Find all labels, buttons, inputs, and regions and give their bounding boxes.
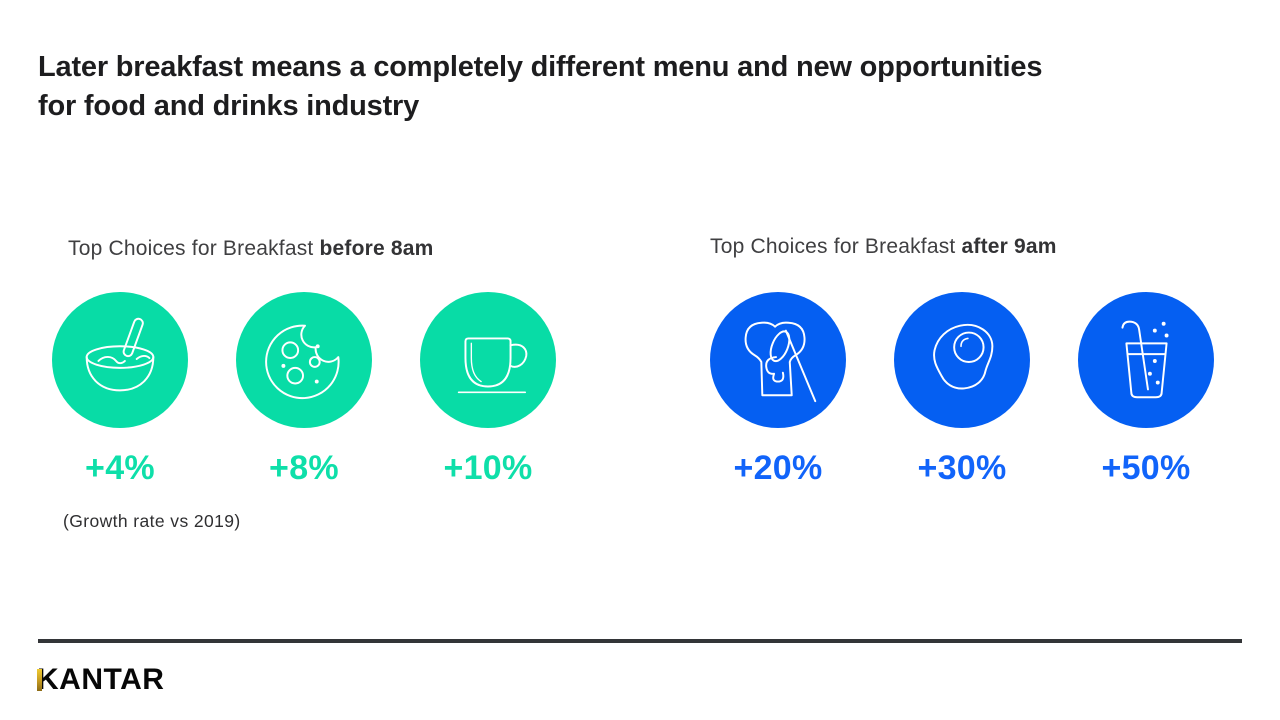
growth-value-drink: +50%	[1101, 449, 1191, 487]
cookie-circle	[236, 292, 372, 428]
heading-before-bold: before 8am	[319, 237, 434, 260]
kantar-logo-text: KANTAR	[37, 663, 165, 696]
drink-circle	[1078, 292, 1214, 428]
cookie-icon	[265, 324, 340, 400]
growth-rate-caption: (Growth rate vs 2019)	[63, 511, 241, 531]
growth-value-egg: +30%	[917, 449, 1007, 487]
item-cookie: +8%	[236, 292, 372, 488]
toast-circle	[710, 292, 846, 428]
heading-after-bold: after 9am	[961, 235, 1057, 258]
porridge-bowl-icon	[85, 317, 155, 392]
fried-egg-icon	[933, 323, 994, 390]
footer-divider	[38, 639, 1242, 643]
tea-cup-icon	[457, 337, 528, 394]
item-egg: +30%	[894, 292, 1030, 488]
kantar-logo: KANTAR	[37, 665, 164, 695]
items-after-9am: +20% +30%	[710, 292, 1214, 488]
page-title-line-1: Later breakfast means a completely diffe…	[38, 51, 1043, 83]
item-porridge: +4%	[52, 292, 188, 488]
kantar-logo-gold-bar	[37, 669, 42, 691]
egg-circle	[894, 292, 1030, 428]
growth-value-toast: +20%	[733, 449, 823, 487]
toast-and-knife-icon	[744, 321, 817, 403]
item-tea: +10%	[420, 292, 556, 488]
page-title-line-2: for food and drinks industry	[38, 90, 420, 122]
growth-value-porridge: +4%	[85, 449, 155, 487]
tea-circle	[420, 292, 556, 428]
items-before-8am: +4% +8%	[52, 292, 556, 488]
porridge-circle	[52, 292, 188, 428]
heading-after-9am: Top Choices for Breakfast after 9am	[710, 235, 1057, 259]
heading-before-8am: Top Choices for Breakfast before 8am	[68, 237, 434, 261]
growth-value-cookie: +8%	[269, 449, 339, 487]
page-title: Later breakfast means a completely diffe…	[38, 48, 1042, 126]
item-toast: +20%	[710, 292, 846, 488]
growth-value-tea: +10%	[443, 449, 533, 487]
heading-before-regular: Top Choices for Breakfast	[68, 237, 314, 260]
cold-drink-glass-icon	[1121, 320, 1169, 399]
item-drink: +50%	[1078, 292, 1214, 488]
heading-after-regular: Top Choices for Breakfast	[710, 235, 956, 258]
